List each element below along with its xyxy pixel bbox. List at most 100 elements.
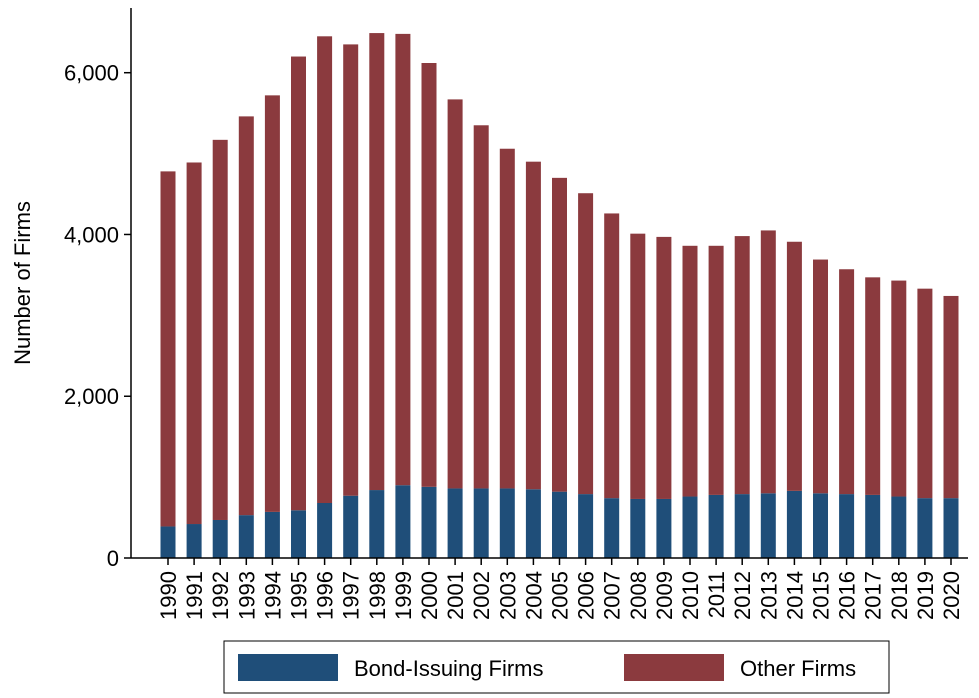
bar-bond-issuing xyxy=(708,494,724,558)
bar-other-firms xyxy=(525,161,541,490)
x-tick-label: 1992 xyxy=(208,571,233,620)
bar-other-firms xyxy=(891,280,907,497)
bar-bond-issuing xyxy=(525,489,541,558)
x-tick-label: 2002 xyxy=(469,571,494,620)
bar-other-firms xyxy=(760,230,776,494)
x-tick-label: 2009 xyxy=(652,571,677,620)
bar-bond-issuing xyxy=(552,491,567,558)
bar-other-firms xyxy=(813,259,828,494)
bar-other-firms xyxy=(604,213,620,499)
bar-bond-issuing xyxy=(656,498,672,558)
x-tick-label: 2020 xyxy=(939,571,964,620)
bar-other-firms xyxy=(369,33,385,491)
bar-other-firms xyxy=(630,233,646,499)
bar-other-firms xyxy=(708,245,724,495)
bar-bond-issuing xyxy=(839,494,855,558)
bar-other-firms xyxy=(499,148,515,489)
x-tick-label: 2014 xyxy=(782,571,807,620)
bar-other-firms xyxy=(291,56,306,511)
bar-bond-issuing xyxy=(421,486,437,558)
bar-bond-issuing xyxy=(943,498,959,558)
x-tick-label: 1995 xyxy=(287,571,312,620)
bar-other-firms xyxy=(317,36,333,503)
legend: Bond-Issuing Firms Other Firms xyxy=(223,640,890,694)
x-tick-label: 2011 xyxy=(704,571,729,618)
bar-other-firms xyxy=(343,44,359,496)
x-tick-label: 1999 xyxy=(391,571,416,620)
bar-other-firms xyxy=(447,99,463,489)
bar-bond-issuing xyxy=(238,515,254,558)
bar-bond-issuing xyxy=(264,511,280,558)
bar-other-firms xyxy=(656,236,672,499)
bar-bond-issuing xyxy=(630,498,646,558)
bar-bond-issuing xyxy=(343,495,359,558)
bar-other-firms xyxy=(552,177,567,492)
x-tick-label: 2007 xyxy=(600,571,625,620)
bar-bond-issuing xyxy=(734,494,750,558)
legend-label-other: Other Firms xyxy=(740,656,856,681)
bar-bond-issuing xyxy=(160,526,176,558)
x-tick-label: 2017 xyxy=(861,571,886,620)
x-tick-label: 2001 xyxy=(443,571,468,620)
bar-bond-issuing xyxy=(447,488,463,558)
bar-bond-issuing xyxy=(760,493,776,558)
y-axis: 0 2,000 4,000 6,000 xyxy=(64,8,132,571)
y-tick-label: 2,000 xyxy=(64,384,119,409)
bar-other-firms xyxy=(264,95,280,512)
x-tick-label: 2019 xyxy=(913,571,938,620)
bar-other-firms xyxy=(682,245,698,497)
bar-other-firms xyxy=(212,139,228,520)
bar-bond-issuing xyxy=(473,488,489,558)
bar-other-firms xyxy=(839,269,855,495)
bar-other-firms xyxy=(917,288,933,499)
bar-other-firms xyxy=(421,63,437,487)
bar-bond-issuing xyxy=(369,490,385,558)
x-tick-label: 2018 xyxy=(887,571,912,620)
legend-swatch-other xyxy=(624,654,724,681)
bar-other-firms xyxy=(786,241,802,491)
bar-bond-issuing xyxy=(499,488,515,558)
bar-other-firms xyxy=(238,116,254,516)
bar-bond-issuing xyxy=(865,494,881,558)
legend-swatch-bond-issuing xyxy=(238,654,338,681)
x-tick-label: 2008 xyxy=(626,571,651,620)
x-axis: 1990 1991 1992 1993 1994 1995 1996 1997 1998 1999… xyxy=(131,557,968,620)
x-tick-label: 2015 xyxy=(809,571,834,620)
bar-bond-issuing xyxy=(212,519,228,558)
x-tick-label: 2005 xyxy=(548,571,573,620)
plot-area xyxy=(160,33,959,558)
bar-other-firms xyxy=(160,171,176,527)
bar-other-firms xyxy=(943,295,959,499)
y-tick-label: 6,000 xyxy=(64,61,119,86)
bar-bond-issuing xyxy=(786,490,802,558)
legend-label-bond-issuing: Bond-Issuing Firms xyxy=(354,656,544,681)
x-tick-label: 2004 xyxy=(521,571,546,620)
bar-bond-issuing xyxy=(813,493,828,558)
x-tick-label: 2010 xyxy=(678,571,703,620)
x-tick-label: 2006 xyxy=(574,571,599,620)
bar-bond-issuing xyxy=(682,496,698,558)
x-tick-label: 1996 xyxy=(313,571,338,620)
bar-other-firms xyxy=(186,162,202,525)
x-tick-label: 1994 xyxy=(260,571,285,620)
bar-bond-issuing xyxy=(317,503,333,558)
x-tick-label: 1993 xyxy=(234,571,259,620)
bar-other-firms xyxy=(395,33,411,486)
x-tick-label: 1998 xyxy=(365,571,390,620)
bar-bond-issuing xyxy=(891,496,907,558)
bar-other-firms xyxy=(734,236,750,495)
x-tick-label: 2013 xyxy=(756,571,781,620)
bar-bond-issuing xyxy=(186,524,202,558)
bar-bond-issuing xyxy=(578,494,594,558)
x-tick-label: 2016 xyxy=(835,571,860,620)
y-tick-label: 0 xyxy=(107,546,119,571)
x-tick-label: 2012 xyxy=(730,571,755,620)
y-axis-title: Number of Firms xyxy=(10,201,35,365)
bar-bond-issuing xyxy=(917,498,933,558)
y-tick-label: 4,000 xyxy=(64,222,119,247)
x-tick-label: 2003 xyxy=(495,571,520,620)
x-tick-label: 2000 xyxy=(417,571,442,620)
bar-bond-issuing xyxy=(395,485,411,558)
x-tick-label: 1997 xyxy=(339,571,364,620)
